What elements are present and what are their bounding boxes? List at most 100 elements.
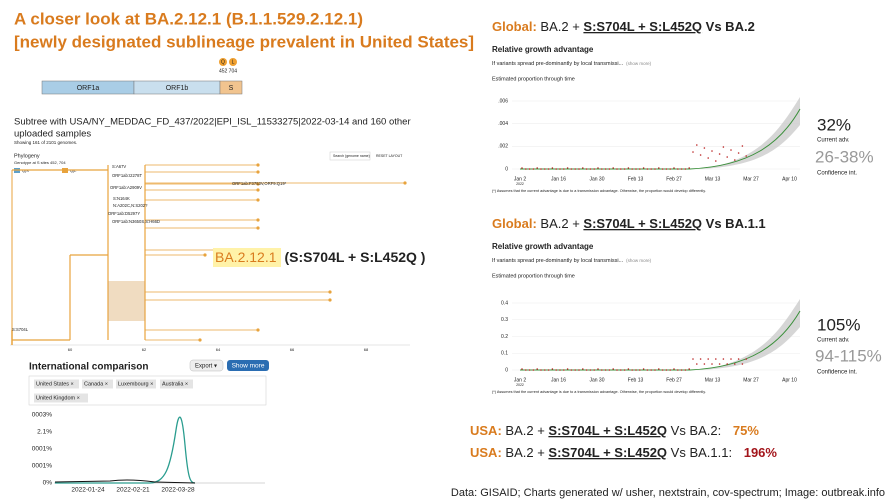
show-more-link[interactable]: (show more) (626, 61, 652, 66)
observation-dot (608, 168, 611, 170)
segment-label: S (229, 85, 234, 92)
observation-dot (646, 369, 649, 371)
observation-dot (737, 152, 740, 154)
heading-vs: Vs BA.2 (706, 19, 755, 34)
heading-vs: Vs BA.1.1 (706, 216, 766, 231)
observation-dot (707, 358, 709, 360)
chart-title: Estimated proportion through time (492, 76, 575, 82)
observation-dot (658, 167, 660, 169)
note-text: If variants spread pre-dominantly by loc… (492, 61, 624, 67)
country-chip[interactable] (34, 393, 88, 403)
observation-dot (563, 369, 565, 371)
y-tick-label: 0 (505, 166, 508, 172)
heading-mutations: S:S704L + S:L452Q (583, 19, 702, 34)
growth-panels: Global: BA.2 + S:S704L + S:L452Q Vs BA.2… (492, 19, 882, 394)
heading-value: 75% (733, 423, 759, 438)
observation-dot (555, 168, 557, 170)
search-box[interactable] (329, 151, 371, 161)
heading-base: BA.2 + (505, 445, 544, 460)
observation-dot (604, 369, 607, 371)
observation-dot (620, 168, 622, 170)
advantage-label: Current adv. (817, 338, 850, 344)
segment-label: ORF1b (166, 85, 189, 92)
observation-dot (696, 363, 698, 365)
heading-base: BA.2 + (505, 423, 544, 438)
observation-dot (593, 369, 595, 371)
branch-label: ORF1ab:F3753V,ORF9:Q19* (232, 181, 287, 186)
observation-dot (680, 168, 683, 170)
heading-vs: Vs BA.1.1: (671, 445, 732, 460)
segment-label: ORF1a (77, 85, 100, 92)
x-tick-label: Mar 27 (743, 377, 759, 383)
advantage: 105% (817, 315, 860, 334)
country-chip[interactable] (82, 379, 113, 389)
confidence-label: Confidence int. (817, 370, 857, 376)
x-tick-label: Feb 27 (666, 377, 682, 383)
callout-highlight (213, 248, 281, 267)
observation-dot (684, 168, 687, 170)
callout-lineage: BA.2.12.1 (215, 249, 277, 265)
y-tick-label: .002 (498, 144, 508, 150)
observation-dot (699, 358, 702, 360)
x-tick-label: Feb 13 (628, 377, 644, 383)
panel-title: International comparison (29, 362, 148, 373)
observation-dot (578, 369, 580, 371)
observation-dot (661, 168, 664, 170)
observation-dot (589, 369, 592, 371)
observation-dot (635, 369, 637, 371)
observation-dot (582, 167, 584, 169)
observation-dot (726, 156, 728, 158)
observation-dot (722, 146, 725, 148)
observation-dot (642, 167, 645, 169)
observation-dot (528, 168, 531, 170)
country-chip[interactable] (160, 379, 193, 389)
country-label: United States × (36, 381, 74, 387)
heading-prefix: USA: (470, 445, 502, 460)
heading-mutations: S:S704L + S:L452Q (548, 423, 667, 438)
export-label: Export ▾ (195, 364, 217, 370)
observation-dot (684, 369, 687, 371)
observation-dot (658, 368, 660, 370)
year-label: 2022 (516, 182, 524, 186)
heading-prefix: USA: (470, 423, 502, 438)
observation-dot (692, 358, 694, 360)
observation-dot (734, 159, 736, 161)
observation-dot (680, 369, 683, 371)
observation-dot (688, 167, 690, 169)
observation-dot (578, 168, 580, 170)
confidence-band (700, 97, 800, 169)
observation-dot (555, 369, 557, 371)
export-button[interactable] (189, 359, 224, 372)
y-tick-label: 0.2 (501, 334, 508, 340)
x-tick-label: Jan 30 (589, 176, 604, 182)
reset-button[interactable]: RESET LAYOUT (376, 154, 403, 158)
observation-dot (639, 369, 641, 371)
observation-dot (536, 167, 538, 169)
subtitle: Relative growth advantage (492, 45, 594, 54)
show-more-button[interactable] (227, 360, 269, 371)
observation-dot (585, 369, 588, 371)
country-chip[interactable] (116, 379, 156, 389)
axis-label: 66 (290, 347, 295, 352)
observation-dot (544, 168, 546, 170)
tip (256, 328, 260, 332)
country-chip[interactable] (34, 379, 79, 389)
observation-dot (612, 368, 614, 370)
branch-label: S:A67V (112, 164, 126, 169)
observation-dot (525, 369, 527, 371)
confidence-interval: 26-38% (815, 147, 874, 166)
international-panel: International comparison Export ▾ Show m… (28, 359, 269, 494)
observation-dot (703, 363, 706, 365)
branch-label: ORF1ab:I2278T (112, 173, 142, 178)
tip (328, 290, 332, 294)
observation-dot (563, 168, 565, 170)
y-tick-label: 0001% (32, 446, 52, 453)
y-tick-label: 2.1% (37, 429, 52, 436)
title-line: A closer look at BA.2.12.1 (B.1.1.529.2.… (14, 9, 363, 28)
observation-dot (540, 369, 542, 371)
observation-dot (711, 150, 713, 152)
observation-dot (570, 369, 573, 371)
show-more-link[interactable]: (show more) (626, 258, 652, 263)
x-tick-label: Jan 2 (514, 377, 526, 383)
observation-dot (627, 167, 630, 169)
